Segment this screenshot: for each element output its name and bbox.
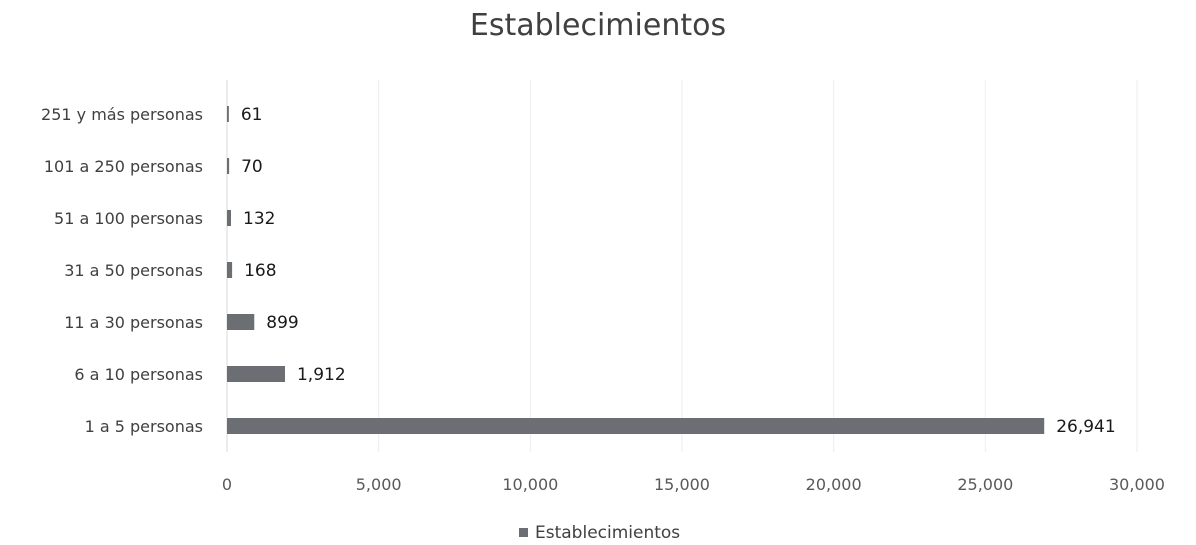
bar [227, 418, 1045, 434]
category-label: 251 y más personas [41, 105, 203, 124]
x-tick-label: 5,000 [356, 475, 402, 494]
x-tick-label: 10,000 [502, 475, 558, 494]
category-label: 31 a 50 personas [64, 261, 203, 280]
chart-title: Establecimientos [469, 8, 727, 43]
data-label: 1,912 [297, 365, 346, 385]
bar [227, 106, 229, 122]
data-label: 168 [244, 261, 276, 281]
x-tick-label: 20,000 [806, 475, 862, 494]
category-label: 101 a 250 personas [44, 157, 203, 176]
legend-swatch [519, 528, 528, 537]
x-tick-label: 25,000 [957, 475, 1013, 494]
category-label: 11 a 30 personas [64, 313, 203, 332]
bar [227, 262, 233, 278]
data-label: 26,941 [1056, 417, 1115, 437]
bar [227, 158, 230, 174]
x-tick-label: 15,000 [654, 475, 710, 494]
bar [227, 314, 255, 330]
bar [227, 366, 285, 382]
data-label: 61 [241, 105, 263, 125]
x-tick-label: 0 [222, 475, 232, 494]
x-tick-label: 30,000 [1109, 475, 1165, 494]
legend-label: Establecimientos [535, 523, 680, 543]
data-label: 70 [241, 157, 263, 177]
bar [227, 210, 232, 226]
category-label: 6 a 10 personas [74, 365, 203, 384]
data-label: 899 [266, 313, 298, 333]
data-label: 132 [243, 209, 275, 229]
category-label: 1 a 5 personas [85, 417, 203, 436]
category-label: 51 a 100 personas [54, 209, 203, 228]
